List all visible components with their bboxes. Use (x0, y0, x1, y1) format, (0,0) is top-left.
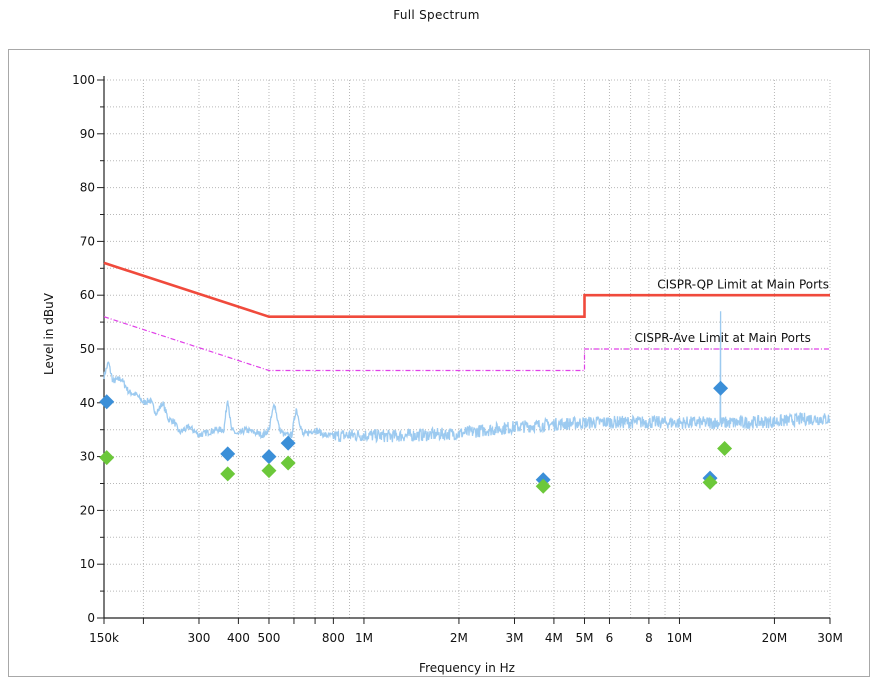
y-tick-label: 70 (80, 234, 95, 248)
x-tick-label: 400 (227, 631, 250, 645)
y-tick-label: 60 (80, 288, 95, 302)
x-tick-label: 8 (645, 631, 653, 645)
chart-title: Full Spectrum (393, 8, 480, 22)
diamond-marker (220, 446, 236, 462)
diamond-marker (261, 463, 277, 479)
y-tick-label: 80 (80, 181, 95, 195)
grid (104, 79, 831, 618)
diamond-marker (280, 435, 296, 451)
labels: Frequency in Hz Level in dBuV CISPR-QP Lim… (42, 277, 829, 675)
x-tick-label: 5M (575, 631, 593, 645)
plot-frame (8, 49, 870, 677)
diamond-marker (99, 394, 115, 410)
diamond-marker (702, 474, 718, 490)
x-axis-label: Frequency in Hz (419, 661, 515, 675)
y-tick-label: 20 (80, 503, 95, 517)
ave-limit-line (103, 316, 830, 372)
diamond-marker (535, 478, 551, 494)
qp-limit-line (103, 261, 830, 319)
limit-annotation: CISPR-Ave Limit at Main Ports (634, 331, 810, 345)
x-tick-label: 3M (505, 631, 523, 645)
y-tick-label: 50 (80, 342, 95, 356)
y-tick-label: 10 (80, 557, 95, 571)
x-tick-label: 10M (667, 631, 693, 645)
y-tick-label: 90 (80, 127, 95, 141)
y-tick-label: 0 (87, 611, 95, 625)
y-axis-label: Level in dBuV (42, 292, 56, 375)
x-tick-label: 150k (89, 631, 119, 645)
x-tick-label: 800 (322, 631, 345, 645)
y-tick-label: 40 (80, 396, 95, 410)
diamond-marker (713, 380, 729, 396)
diamond-marker (99, 450, 115, 466)
series (103, 261, 831, 444)
x-tick-label: 4M (545, 631, 563, 645)
limit-annotation: CISPR-QP Limit at Main Ports (657, 277, 829, 291)
diamond-marker (261, 449, 277, 465)
x-tick-label: 6 (606, 631, 614, 645)
diamond-marker (280, 455, 296, 471)
axes: 0 10 20 30 40 50 60 70 80 90 100 150k 300 400 500 800 1M… (72, 73, 843, 645)
y-tick-label: 30 (80, 450, 95, 464)
measured-trace-line (103, 311, 831, 444)
x-tick-label: 30M (817, 631, 843, 645)
x-tick-label: 300 (188, 631, 211, 645)
x-tick-label: 2M (450, 631, 468, 645)
y-tick-label: 100 (72, 73, 95, 87)
x-tick-label: 500 (258, 631, 281, 645)
diamond-marker (717, 441, 733, 457)
markers (99, 380, 733, 494)
diamond-marker (220, 466, 236, 482)
x-tick-label: 20M (762, 631, 788, 645)
x-tick-label: 1M (355, 631, 373, 645)
